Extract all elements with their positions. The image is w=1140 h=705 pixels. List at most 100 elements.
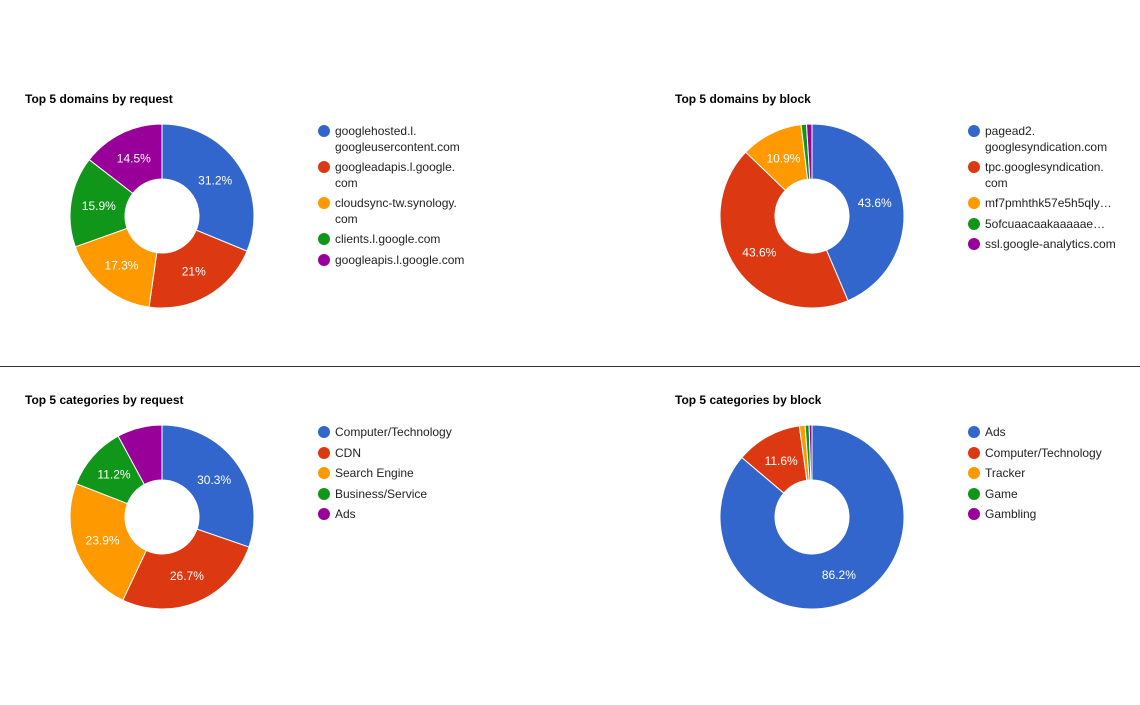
slice-data-label: 11.2%	[97, 468, 130, 482]
legend-label: Ads	[335, 507, 356, 521]
legend-label: Computer/Technology	[985, 445, 1102, 460]
legend-label: googleapis.l.google.com	[335, 252, 465, 267]
legend-item[interactable]: googlehosted.l. googleusercontent.com	[318, 124, 518, 155]
legend-label: Tracker	[985, 466, 1026, 480]
pie-slice[interactable]	[805, 123, 813, 180]
legend-label: tpc.googlesyndication. com	[985, 160, 1104, 190]
legend-label: googlehosted.l. googleusercontent.com	[335, 124, 460, 154]
legend: Ads Computer/Technology Tracker Game Gamblin…	[968, 425, 1140, 528]
legend-color-dot	[318, 508, 330, 520]
legend-color-dot	[318, 161, 330, 173]
legend-item[interactable]: Search Engine	[318, 466, 518, 482]
legend-label: pagead2. googlesyndication.com	[985, 124, 1108, 154]
chart-title: Top 5 categories by request	[25, 393, 184, 407]
legend-item[interactable]: Game	[968, 487, 1140, 503]
legend: Computer/Technology CDN Search Engine Busin…	[318, 425, 518, 528]
legend-color-dot	[968, 508, 980, 520]
pie-slice[interactable]	[161, 123, 255, 252]
legend-item[interactable]: Ads	[318, 507, 518, 523]
legend-label: Gambling	[985, 507, 1037, 521]
legend-color-dot	[318, 467, 330, 479]
donut-chart: 43.6% 43.6% 10.9%	[719, 123, 905, 309]
legend-label: Ads	[985, 425, 1006, 439]
pie-slice[interactable]	[122, 528, 250, 610]
pie-slice[interactable]	[719, 424, 905, 610]
pie-slice[interactable]	[117, 424, 163, 486]
slice-data-label: 14.5%	[117, 152, 151, 166]
legend-color-dot	[318, 197, 330, 209]
legend-item[interactable]: CDN	[318, 446, 518, 462]
legend-color-dot	[968, 487, 980, 500]
legend-label: clients.l.google.com	[335, 232, 441, 246]
legend-label: CDN	[335, 445, 361, 460]
legend-color-dot	[318, 233, 330, 245]
legend-item[interactable]: ssl.google-analytics.com	[968, 237, 1140, 253]
legend-color-dot	[968, 238, 980, 250]
pie-slice[interactable]	[74, 227, 158, 308]
legend-item[interactable]: cloudsync-tw.synology. com	[318, 196, 518, 227]
chart-title: Top 5 categories by block	[675, 393, 822, 407]
donut-chart: 86.2% 11.6%	[719, 424, 905, 610]
slice-data-label: 86.2%	[822, 568, 856, 582]
legend-label: Computer/Technology	[335, 425, 452, 439]
chart-categories-by-block: Top 5 categories by block 86.2% 11.6% Ads…	[650, 301, 1140, 610]
legend-color-dot	[968, 467, 980, 479]
pie-slice[interactable]	[161, 424, 255, 548]
legend-item[interactable]: 5ofcuaacaakaaaaae…	[968, 217, 1140, 233]
donut-chart: 30.3% 26.7% 23.9% 11.2%	[69, 424, 255, 610]
slice-data-label: 17.3%	[104, 259, 138, 273]
legend-color-dot	[968, 125, 980, 137]
chart-title: Top 5 domains by request	[25, 92, 173, 106]
slice-data-label: 30.3%	[197, 473, 231, 487]
legend-label: googleadapis.l.google. com	[335, 160, 456, 190]
pie-slice[interactable]	[811, 123, 905, 302]
slice-data-label: 23.9%	[86, 534, 120, 548]
slice-data-label: 21%	[182, 265, 206, 279]
legend-color-dot	[968, 426, 980, 438]
legend-item[interactable]: Ads	[968, 425, 1140, 441]
legend-item[interactable]: Business/Service	[318, 487, 518, 503]
pie-slice[interactable]	[719, 151, 849, 309]
legend-color-dot	[318, 125, 330, 137]
chart-domains-by-block: Top 5 domains by block 43.6% 43.6% 10.9% p…	[650, 0, 1140, 309]
legend-item[interactable]: Gambling	[968, 507, 1140, 523]
legend: pagead2. googlesyndication.com tpc.googles…	[968, 124, 1140, 258]
legend-color-dot	[968, 161, 980, 173]
chart-categories-by-request: Top 5 categories by request 30.3% 26.7% 23…	[0, 301, 570, 610]
legend-item[interactable]: pagead2. googlesyndication.com	[968, 124, 1140, 155]
chart-domains-by-request: Top 5 domains by request 31.2% 21% 17.3% 15…	[0, 0, 570, 309]
legend-item[interactable]: Computer/Technology	[968, 446, 1140, 462]
legend-color-dot	[968, 217, 980, 230]
legend: googlehosted.l. googleusercontent.com goog…	[318, 124, 518, 273]
pie-slice[interactable]	[69, 483, 147, 601]
slice-data-label: 10.9%	[766, 152, 800, 166]
legend-label: ssl.google-analytics.com	[985, 237, 1116, 251]
legend-color-dot	[318, 253, 330, 266]
pie-slice[interactable]	[148, 229, 248, 309]
legend-item[interactable]: tpc.googlesyndication. com	[968, 160, 1140, 191]
legend-label: 5ofcuaacaakaaaaae…	[985, 216, 1106, 231]
slice-data-label: 11.6%	[765, 454, 798, 468]
slice-data-label: 43.6%	[742, 245, 776, 259]
legend-item[interactable]: googleadapis.l.google. com	[318, 160, 518, 191]
pie-slice[interactable]	[808, 424, 813, 481]
legend-item[interactable]: clients.l.google.com	[318, 232, 518, 248]
legend-item[interactable]: googleapis.l.google.com	[318, 253, 518, 269]
legend-color-dot	[318, 426, 330, 438]
slice-data-label: 26.7%	[170, 569, 204, 583]
legend-color-dot	[968, 197, 980, 209]
legend-label: Search Engine	[335, 466, 414, 480]
slice-data-label: 15.9%	[82, 199, 116, 213]
legend-label: Game	[985, 486, 1018, 501]
legend-item[interactable]: Tracker	[968, 466, 1140, 482]
chart-title: Top 5 domains by block	[675, 92, 811, 106]
legend-label: Business/Service	[335, 486, 428, 501]
legend-item[interactable]: mf7pmhthk57e5h5qly…	[968, 196, 1140, 212]
slice-data-label: 31.2%	[198, 173, 232, 187]
section-divider	[0, 366, 1140, 367]
legend-item[interactable]: Computer/Technology	[318, 425, 518, 441]
legend-label: cloudsync-tw.synology. com	[335, 196, 457, 226]
legend-label: mf7pmhthk57e5h5qly…	[985, 196, 1112, 210]
pie-slice[interactable]	[88, 123, 163, 195]
legend-color-dot	[318, 487, 330, 500]
